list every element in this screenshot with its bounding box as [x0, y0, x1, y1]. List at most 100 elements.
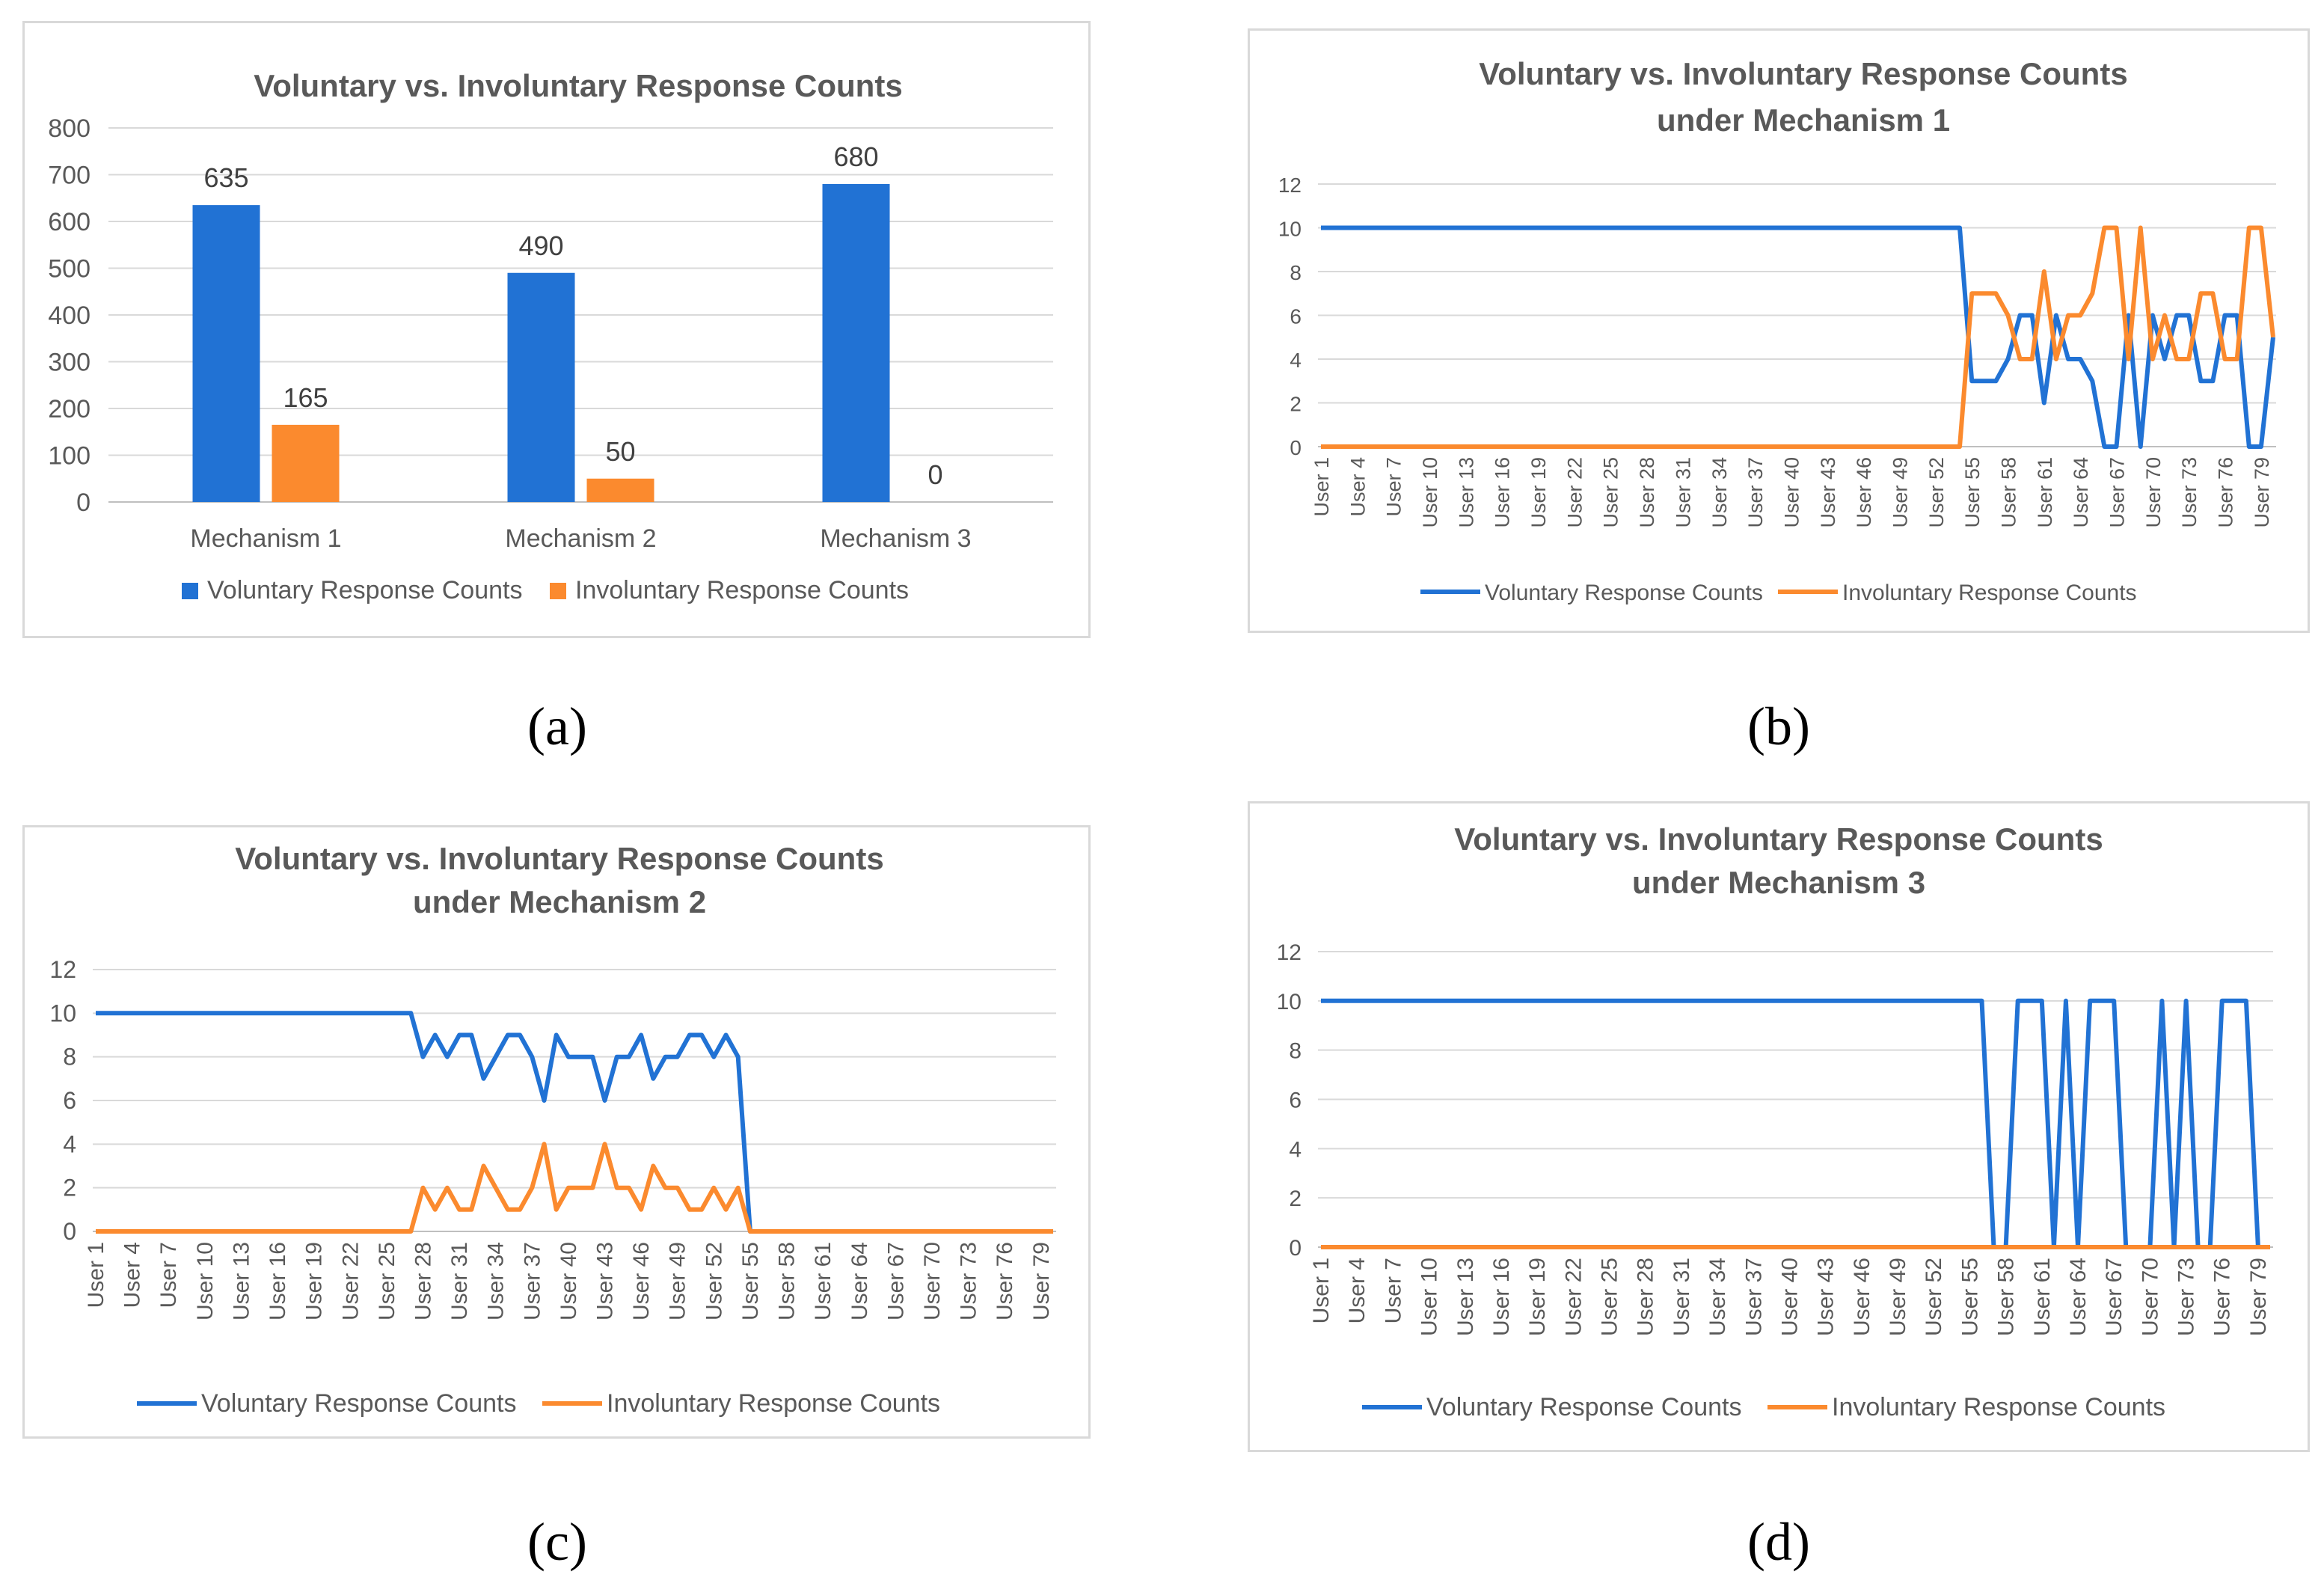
x-tick-label: User 70	[920, 1242, 945, 1320]
y-tick-label: 4	[1290, 349, 1301, 372]
y-tick-label: 400	[48, 301, 91, 330]
x-tick-label: User 16	[1489, 1258, 1514, 1336]
x-tick-label: User 1	[1310, 457, 1333, 517]
x-tick-label: User 52	[702, 1242, 726, 1320]
x-tick-label: User 43	[1814, 1258, 1839, 1336]
legend-swatch-voluntary	[182, 583, 198, 599]
x-tick-label: User 31	[1670, 1258, 1694, 1336]
caption-a: (a)	[527, 697, 587, 756]
x-tick-label: User 49	[1889, 457, 1911, 528]
x-tick-label: User 7	[1381, 1258, 1405, 1323]
x-tick-label: Mechanism 3	[820, 524, 971, 553]
x-tick-label: User 52	[1925, 457, 1948, 528]
y-tick-label: 12	[1278, 174, 1301, 197]
x-tick-label: User 49	[666, 1242, 690, 1320]
x-tick-label: User 76	[993, 1242, 1017, 1320]
x-tick-label: User 22	[338, 1242, 363, 1320]
x-tick-label: User 7	[156, 1242, 181, 1308]
chart-svg-c: Voluntary vs. Involuntary Response Count…	[49, 841, 1056, 1418]
x-tick-label: User 19	[1527, 457, 1550, 528]
x-tick-label: User 64	[2070, 457, 2092, 528]
x-tick-label: User 37	[1744, 457, 1767, 528]
x-tick-label: User 40	[1777, 1258, 1802, 1336]
legend-swatch-involuntary	[550, 583, 566, 599]
x-tick-label: User 16	[1491, 457, 1514, 528]
x-tick-label: User 64	[2066, 1258, 2091, 1336]
x-tick-label: User 10	[193, 1242, 218, 1320]
y-tick-label: 0	[76, 489, 91, 517]
x-tick-label: User 70	[2142, 457, 2165, 528]
y-tick-label: 100	[48, 442, 91, 471]
x-tick-label: User 19	[302, 1242, 327, 1320]
series-line-involuntary	[96, 1142, 1053, 1234]
caption-c: (c)	[527, 1512, 587, 1572]
x-tick-label: User 46	[629, 1242, 654, 1320]
legend-label-involuntary: Involuntary Response Counts	[1842, 581, 2137, 605]
x-tick-label: User 28	[1634, 1258, 1658, 1336]
y-tick-label: 10	[1278, 218, 1301, 241]
bar-voluntary	[822, 184, 890, 502]
x-tick-label: User 73	[957, 1242, 981, 1320]
y-tick-label: 0	[1289, 1236, 1301, 1261]
chart-title: under Mechanism 1	[1657, 102, 1950, 138]
x-tick-label: User 67	[2106, 457, 2129, 528]
chart-title: under Mechanism 3	[1632, 865, 1925, 900]
legend-label-voluntary: Voluntary Response Counts	[201, 1389, 516, 1418]
x-tick-label: User 58	[1994, 1258, 2019, 1336]
x-tick-label: User 61	[2030, 1258, 2055, 1336]
y-tick-label: 800	[48, 114, 91, 143]
chart-panel-d: Voluntary vs. Involuntary Response Count…	[1248, 801, 2310, 1452]
chart-title: Voluntary vs. Involuntary Response Count…	[1454, 821, 2103, 857]
bar-voluntary	[192, 205, 260, 502]
x-tick-label: User 76	[2210, 1258, 2235, 1336]
legend-label-voluntary: Voluntary Response Counts	[1426, 1393, 1741, 1421]
y-tick-label: 10	[49, 999, 76, 1026]
x-tick-label: User 55	[738, 1242, 763, 1320]
x-tick-label: User 34	[484, 1242, 509, 1320]
y-tick-label: 500	[48, 255, 91, 284]
y-tick-label: 2	[63, 1175, 76, 1201]
y-tick-label: 10	[1277, 990, 1301, 1014]
chart-panel-c: Voluntary vs. Involuntary Response Count…	[22, 825, 1091, 1439]
x-tick-label: User 4	[1345, 1258, 1370, 1323]
x-tick-label: User 73	[2174, 1258, 2199, 1336]
y-tick-label: 6	[1289, 1089, 1301, 1113]
caption-d: (d)	[1747, 1512, 1810, 1572]
y-tick-label: 0	[63, 1218, 76, 1245]
y-tick-label: 600	[48, 208, 91, 236]
x-tick-label: User 22	[1563, 457, 1586, 528]
data-label: 635	[203, 162, 248, 193]
chart-title: under Mechanism 2	[413, 884, 706, 919]
legend-label-voluntary: Voluntary Response Counts	[1485, 581, 1763, 605]
bar-voluntary	[507, 272, 575, 502]
x-tick-label: User 31	[447, 1242, 472, 1320]
chart-panel-b: Voluntary vs. Involuntary Response Count…	[1248, 28, 2310, 633]
x-tick-label: User 64	[847, 1242, 872, 1320]
y-tick-label: 6	[63, 1087, 76, 1114]
x-tick-label: User 13	[1455, 457, 1477, 528]
x-tick-label: User 22	[1561, 1258, 1586, 1336]
caption-b: (b)	[1747, 697, 1810, 756]
chart-svg-a: Voluntary vs. Involuntary Response Count…	[48, 68, 1053, 604]
legend-label-involuntary: Involuntary Response Counts	[607, 1389, 940, 1418]
x-tick-label: User 10	[1419, 457, 1441, 528]
x-tick-label: User 79	[1029, 1242, 1054, 1320]
x-tick-label: User 37	[1741, 1258, 1766, 1336]
x-tick-label: User 4	[120, 1242, 145, 1308]
chart-panel-a: Voluntary vs. Involuntary Response Count…	[22, 21, 1091, 638]
legend-label-involuntary: Involuntary Response Counts	[575, 576, 909, 604]
y-tick-label: 200	[48, 395, 91, 423]
x-tick-label: User 13	[1453, 1258, 1478, 1336]
x-tick-label: User 25	[1598, 1258, 1622, 1336]
x-tick-label: User 7	[1383, 457, 1405, 517]
y-tick-label: 8	[1290, 261, 1301, 284]
x-tick-label: User 55	[1957, 1258, 1982, 1336]
y-tick-label: 300	[48, 349, 91, 377]
x-tick-label: User 1	[84, 1242, 108, 1308]
y-tick-label: 8	[63, 1044, 76, 1071]
x-tick-label: User 70	[2138, 1258, 2162, 1336]
x-tick-label: User 34	[1708, 457, 1731, 528]
series-line-involuntary	[1321, 225, 2275, 449]
x-tick-label: User 79	[2251, 457, 2273, 528]
x-tick-label: User 43	[593, 1242, 618, 1320]
